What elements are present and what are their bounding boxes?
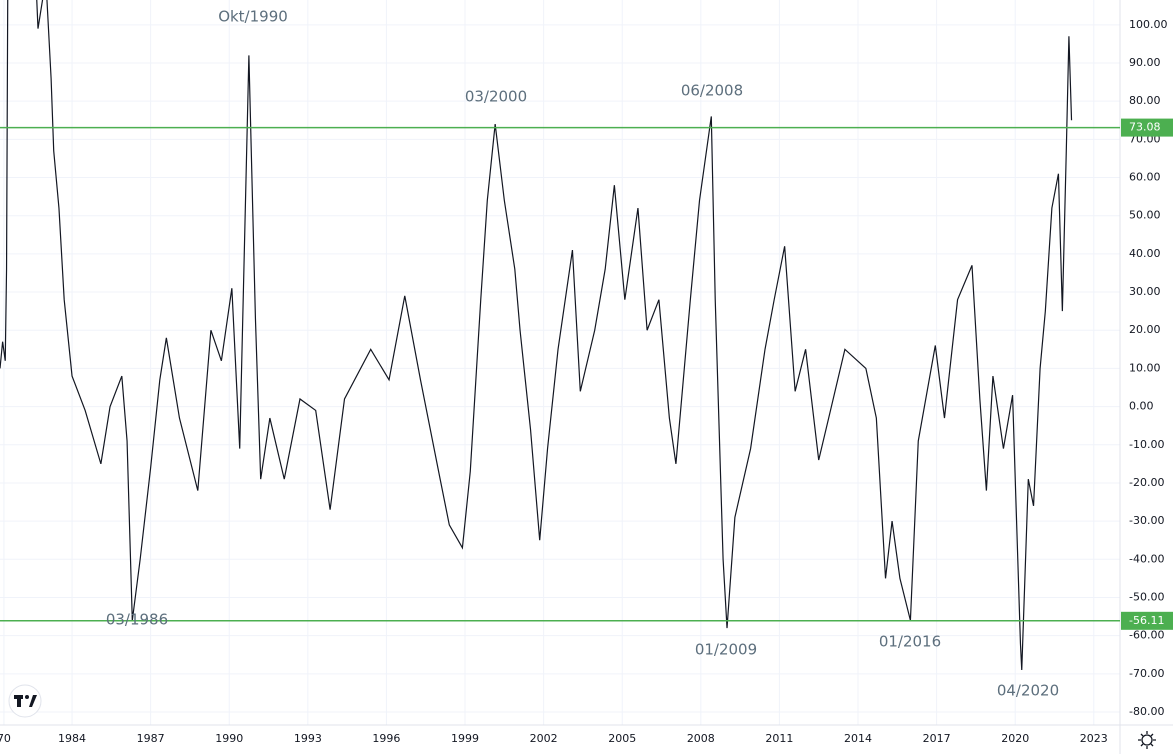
x-tick-label: 1996 [372, 732, 400, 745]
y-tick-label: 90.00 [1129, 56, 1161, 69]
annotation: 01/2016 [879, 633, 941, 651]
y-tick-label: 100.00 [1129, 18, 1168, 31]
price-label: 73.08 [1129, 121, 1161, 134]
grid [0, 0, 1120, 725]
x-tick-label: 1999 [451, 732, 479, 745]
price-label: -56.11 [1129, 614, 1164, 627]
x-tick-label: 2002 [530, 732, 558, 745]
x-tick-label: 2017 [923, 732, 951, 745]
y-tick-label: 20.00 [1129, 323, 1161, 336]
x-tick-label: 2005 [608, 732, 636, 745]
y-tick-label: 30.00 [1129, 285, 1161, 298]
annotation: Okt/1990 [218, 8, 288, 26]
y-tick-label: 80.00 [1129, 94, 1161, 107]
settings-icon[interactable] [1138, 731, 1156, 749]
y-tick-label: -60.00 [1129, 629, 1164, 642]
x-tick-label: 1987 [137, 732, 165, 745]
y-tick-label: -50.00 [1129, 590, 1164, 603]
annotation: 06/2008 [681, 82, 743, 100]
x-tick-label: 1993 [294, 732, 322, 745]
x-tick-label: 1990 [215, 732, 243, 745]
y-tick-label: -80.00 [1129, 705, 1164, 718]
y-tick-label: 40.00 [1129, 247, 1161, 260]
price-label-box [1121, 118, 1173, 137]
y-tick-label: 60.00 [1129, 171, 1161, 184]
x-tick-label: 2023 [1080, 732, 1108, 745]
y-tick-label: -30.00 [1129, 514, 1164, 527]
x-tick-label: 2020 [1001, 732, 1029, 745]
x-tick-label: 2008 [687, 732, 715, 745]
y-tick-label: 50.00 [1129, 209, 1161, 222]
y-tick-label: -20.00 [1129, 476, 1164, 489]
annotation: 04/2020 [997, 682, 1059, 700]
x-tick-label: 1984 [58, 732, 86, 745]
x-tick-label: 2014 [844, 732, 872, 745]
y-tick-label: -70.00 [1129, 667, 1164, 680]
data-line [0, 0, 1073, 671]
annotation: 01/2009 [695, 641, 757, 659]
y-tick-label: 10.00 [1129, 361, 1161, 374]
price-label-box [1121, 611, 1173, 630]
y-tick-label: 0.00 [1129, 400, 1154, 413]
x-tick-label: 70 [0, 732, 11, 745]
logo [8, 684, 42, 718]
x-tick-label: 2011 [765, 732, 793, 745]
y-tick-label: -10.00 [1129, 438, 1164, 451]
annotation: 03/2000 [465, 88, 527, 106]
plot [0, 0, 1073, 671]
y-tick-label: -40.00 [1129, 552, 1164, 565]
annotation: 03/1986 [106, 611, 168, 629]
